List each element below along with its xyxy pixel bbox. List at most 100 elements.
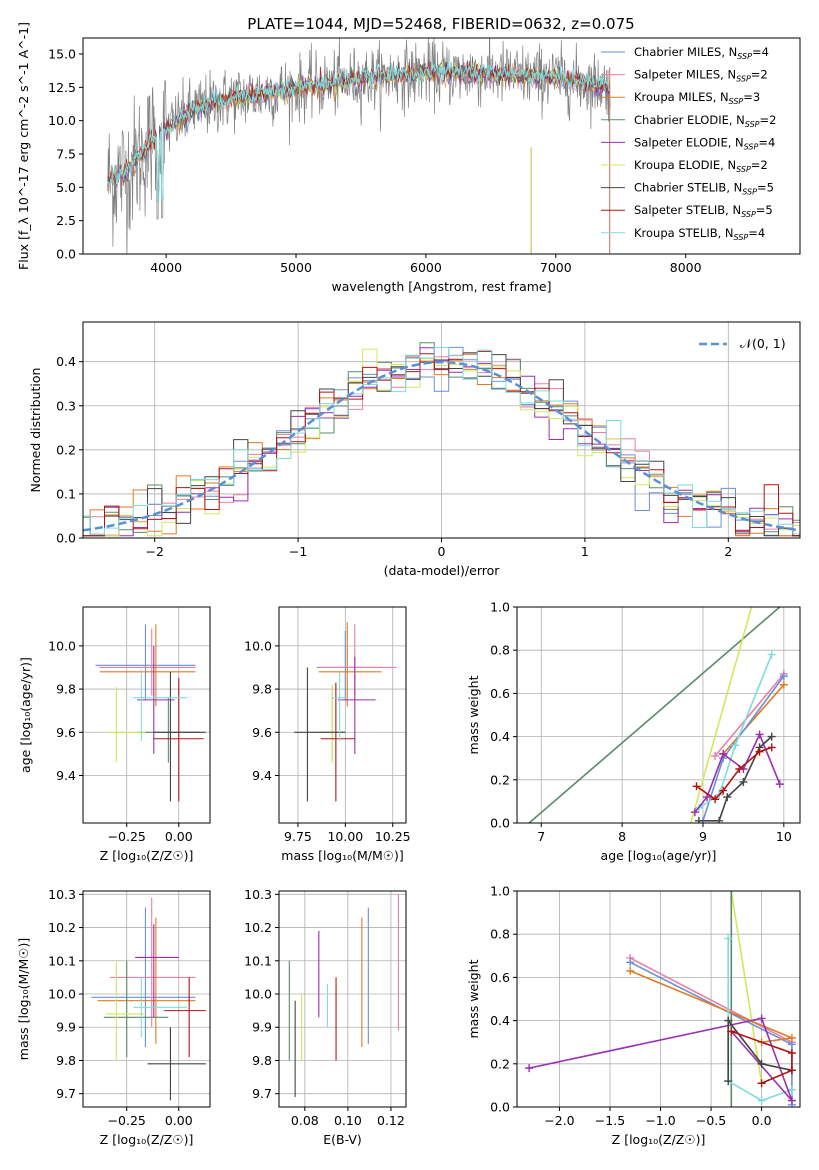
weight-marker [723, 793, 732, 802]
x-tick-label: 0.0 [752, 1113, 772, 1128]
weight-line [727, 1018, 793, 1082]
y-tick-label: 10.2 [48, 920, 76, 935]
y-tick-label: 0.8 [490, 643, 510, 658]
y-tick-label: 0.3 [56, 398, 76, 413]
y-tick-label: 10.2 [244, 920, 272, 935]
legend-entry: Salpeter STELIB, NSSP=5 [634, 203, 773, 219]
y-tick-label: 0.0 [490, 1100, 510, 1115]
weight-marker [787, 1085, 796, 1094]
x-tick-label: 0.00 [165, 829, 193, 844]
plot-area [107, 38, 611, 254]
y-tick-label: 9.8 [56, 682, 76, 697]
weight-line [730, 891, 763, 1084]
x-tick-label: −2 [145, 544, 163, 559]
figure-title: PLATE=1044, MJD=52468, FIBERID=0632, z=0… [247, 15, 634, 33]
weight-marker [787, 1033, 796, 1042]
weight-marker [767, 650, 776, 659]
weight-marker [715, 816, 724, 823]
x-tick-label: 6000 [410, 260, 442, 275]
panel-mass-weight-vs-Z: −2.0 −1.5 −1.0 −0.5 0.0 0.0 0.2 0.4 0.6 0.8 1.0 Z [… [466, 884, 801, 1147]
y-axis-label: mass [log₁₀(M/M☉)] [16, 938, 31, 1060]
weight-marker [731, 741, 740, 750]
y-tick-label: 12.5 [48, 80, 76, 95]
y-axis-label: age [log₁₀(age/yr)] [18, 657, 33, 773]
y-tick-label: 10.1 [244, 953, 272, 968]
x-axis-label: wavelength [Angstrom, rest frame] [331, 279, 551, 294]
x-axis-label: Z [log₁₀(Z/Z☉)] [100, 1132, 194, 1147]
plot-area [279, 891, 406, 1107]
x-tick-label: −1 [289, 544, 307, 559]
x-tick-label: −1.0 [645, 1113, 675, 1128]
legend-entry: Chabrier ELODIE, NSSP=2 [634, 113, 776, 129]
x-tick-label: 8000 [670, 260, 702, 275]
weight-marker [755, 730, 764, 739]
y-tick-label: 7.5 [56, 147, 76, 162]
weight-line [694, 732, 781, 813]
x-tick-label: −1.5 [595, 1113, 625, 1128]
weight-marker [719, 786, 728, 795]
weight-marker [757, 1059, 766, 1068]
x-tick-label: 7000 [540, 260, 572, 275]
x-axis-label: E(B-V) [323, 1132, 362, 1147]
panel-age-vs-mass: 9.75 10.00 10.25 9.4 9.6 9.8 10.0 mass [log₁₀(M… [244, 606, 411, 863]
weight-marker [692, 782, 701, 791]
legend-entry: Salpeter ELODIE, NSSP=4 [634, 135, 775, 151]
weight-marker [775, 780, 784, 789]
x-tick-label: 4000 [150, 260, 182, 275]
x-tick-label: 0.12 [377, 1113, 405, 1128]
axes-frame [516, 890, 801, 1108]
weight-marker [724, 1077, 733, 1086]
axes-frame [278, 890, 407, 1108]
x-tick-label: 10 [776, 829, 792, 844]
x-tick-label: 9 [699, 829, 707, 844]
weight-marker [757, 1079, 766, 1088]
y-tick-label: 5.0 [56, 180, 76, 195]
y-tick-label: 0.4 [490, 729, 510, 744]
axes-frame [82, 37, 801, 255]
panel-age-vs-Z: −0.25 0.00 9.4 9.6 9.8 10.0 Z [log₁₀(Z/Z☉)] age… [18, 606, 211, 863]
panel-spectrum: 4000 5000 6000 7000 8000 0.0 2.5 5.0 7.5 10.0 12.5… [16, 22, 801, 294]
y-tick-label: 2.5 [56, 213, 76, 228]
y-axis-label: mass weight [466, 675, 481, 754]
plot-area [517, 607, 800, 823]
histogram-step [83, 347, 800, 535]
y-tick-label: 10.0 [244, 987, 272, 1002]
weight-line [690, 607, 753, 823]
y-tick-label: 1.0 [490, 884, 510, 899]
x-tick-label: −0.25 [108, 829, 146, 844]
x-tick-label: 0 [438, 544, 446, 559]
plot-area [279, 607, 406, 823]
weight-marker [626, 958, 635, 967]
x-tick-label: 2 [724, 544, 732, 559]
weight-marker [779, 680, 788, 689]
x-tick-label: 9.75 [284, 829, 312, 844]
y-tick-label: 9.8 [252, 1053, 272, 1068]
y-tick-label: 0.1 [56, 486, 76, 501]
weight-marker [727, 1027, 736, 1036]
legend-entry: Chabrier STELIB, NSSP=5 [634, 181, 774, 197]
legend-entry: Kroupa ELODIE, NSSP=2 [634, 158, 768, 174]
y-tick-label: 10.1 [48, 953, 76, 968]
x-tick-label: −0.5 [696, 1113, 726, 1128]
y-tick-label: 0.0 [56, 531, 76, 546]
y-tick-label: 10.0 [48, 987, 76, 1002]
y-tick-label: 10.0 [48, 113, 76, 128]
y-tick-label: 9.7 [56, 1086, 76, 1101]
weight-marker [711, 752, 720, 761]
weight-marker [525, 1064, 534, 1073]
y-tick-label: 9.4 [252, 768, 272, 783]
y-tick-label: 1.0 [490, 600, 510, 615]
spectrum-model-line [107, 59, 611, 203]
y-tick-label: 9.6 [252, 725, 272, 740]
axes-frame [82, 606, 211, 824]
plot-area [83, 607, 210, 823]
spectrum-model-line [107, 56, 610, 202]
weight-line [714, 673, 785, 757]
legend-entry: Kroupa STELIB, NSSP=4 [634, 226, 765, 242]
y-tick-label: 10.0 [244, 638, 272, 653]
y-tick-label: 0.0 [56, 247, 76, 262]
weight-marker [767, 743, 776, 752]
y-tick-label: 0.8 [490, 927, 510, 942]
legend-entry: Salpeter MILES, NSSP=2 [634, 68, 768, 84]
legend-entry: Kroupa MILES, NSSP=3 [634, 90, 760, 106]
